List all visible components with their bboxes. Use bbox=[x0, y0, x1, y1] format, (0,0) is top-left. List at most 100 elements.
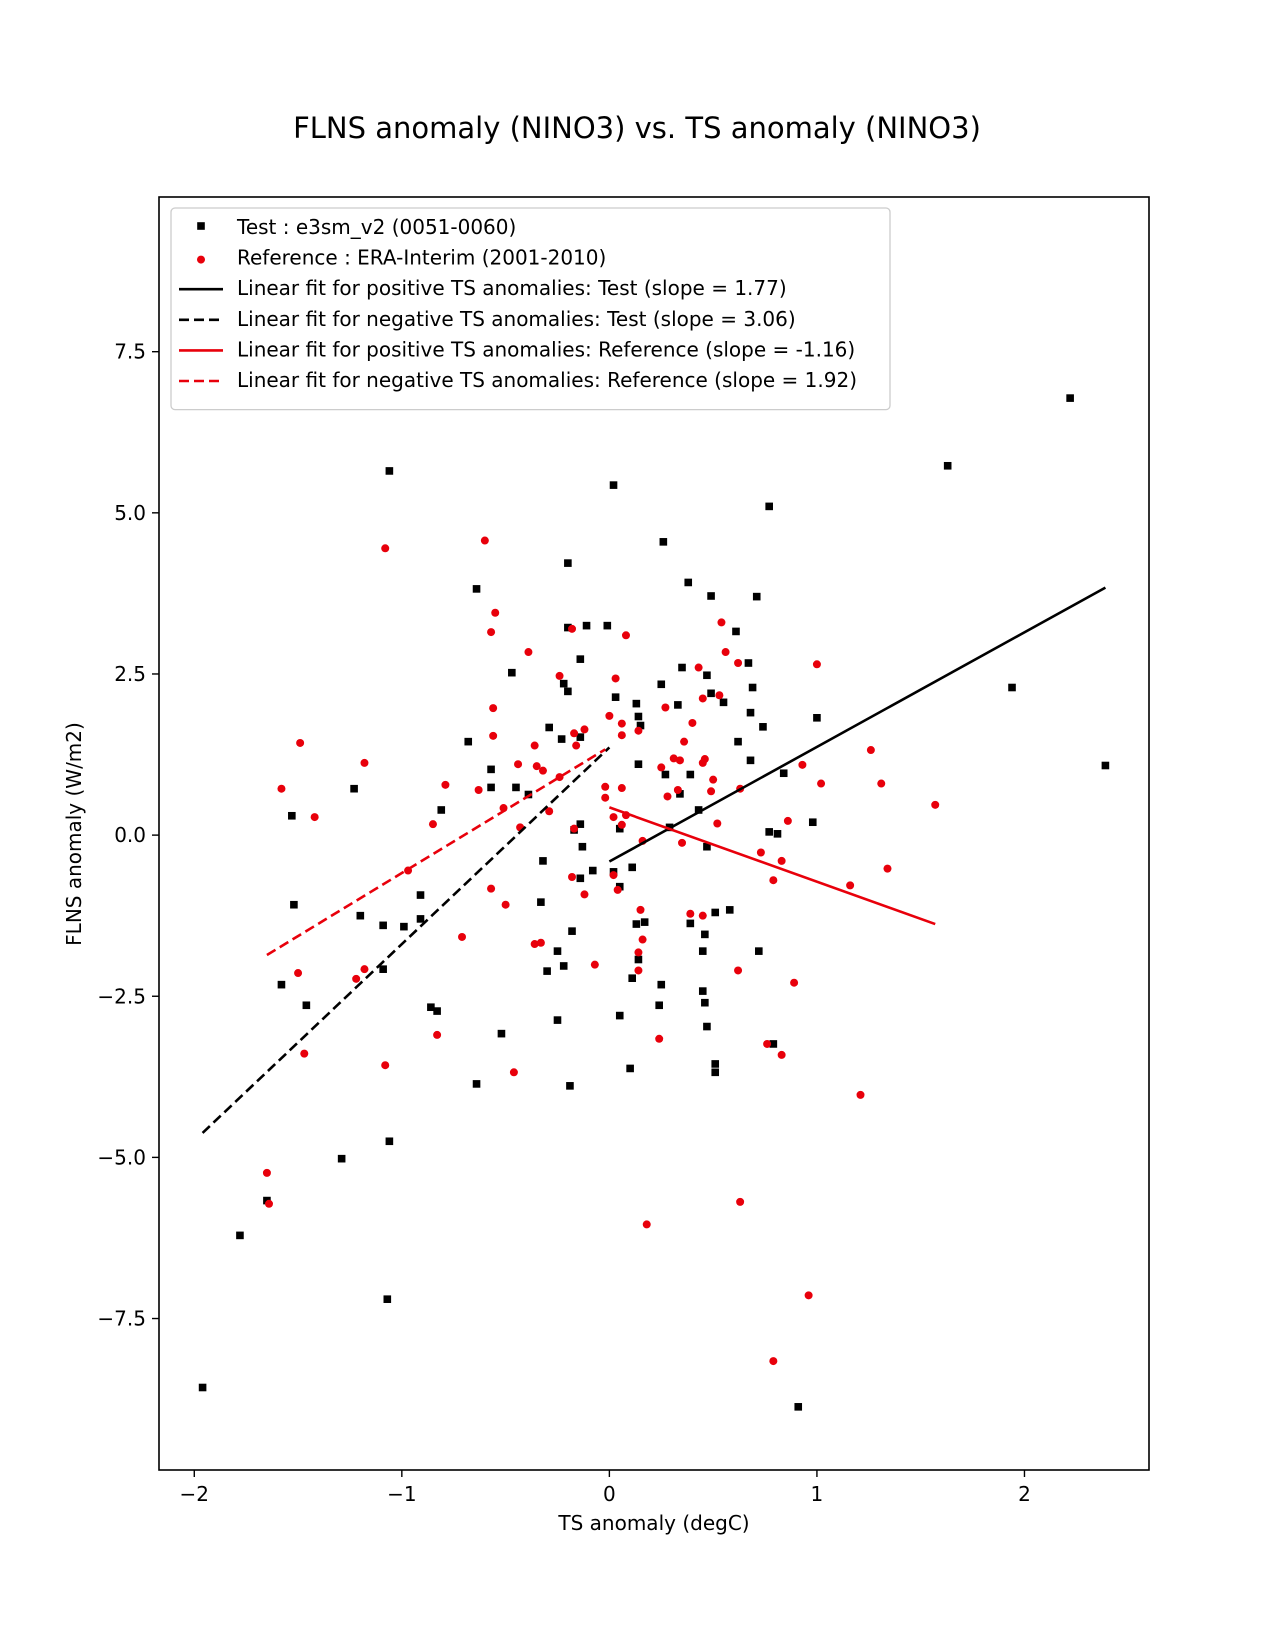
test-point bbox=[385, 467, 394, 475]
y-tick-label: −7.5 bbox=[97, 1307, 146, 1331]
test-point bbox=[703, 671, 711, 680]
reference-point bbox=[655, 1034, 664, 1043]
legend-label: Reference : ERA-Interim (2001-2010) bbox=[237, 246, 606, 270]
test-point bbox=[659, 538, 668, 546]
legend-label: Linear fit for positive TS anomalies: Re… bbox=[237, 337, 855, 361]
reference-point bbox=[536, 938, 545, 947]
reference-point bbox=[568, 624, 577, 633]
reference-point bbox=[669, 754, 678, 763]
y-axis-label: FLNS anomaly (W/m2) bbox=[62, 722, 86, 946]
reference-point bbox=[262, 1168, 271, 1177]
y-tick-label: 5.0 bbox=[114, 501, 146, 525]
reference-point bbox=[931, 800, 940, 809]
reference-point bbox=[680, 737, 689, 746]
test-point bbox=[703, 1022, 711, 1031]
reference-point bbox=[294, 969, 303, 978]
reference-point bbox=[555, 671, 564, 680]
test-point bbox=[719, 698, 728, 707]
test-point bbox=[779, 769, 788, 778]
test-point bbox=[657, 980, 666, 989]
x-axis-label: TS anomaly (degC) bbox=[557, 1511, 749, 1535]
reference-point bbox=[638, 935, 647, 944]
reference-point bbox=[509, 1068, 518, 1077]
legend-box bbox=[170, 207, 891, 411]
test-point bbox=[634, 955, 643, 964]
reference-point bbox=[352, 974, 361, 983]
y-tick-label: 7.5 bbox=[114, 340, 146, 364]
reference-point bbox=[700, 755, 709, 764]
test-point bbox=[433, 1007, 441, 1015]
x-tick-label: −1 bbox=[387, 1482, 416, 1506]
reference-point bbox=[866, 746, 875, 755]
reference-point bbox=[609, 871, 618, 880]
test-point bbox=[765, 502, 773, 511]
reference-point bbox=[686, 909, 695, 918]
test-point bbox=[578, 842, 587, 851]
test-point bbox=[524, 790, 533, 799]
test-point bbox=[576, 655, 585, 663]
test-point bbox=[1008, 683, 1016, 692]
test-point bbox=[808, 818, 817, 827]
reference-point bbox=[617, 719, 626, 728]
test-point bbox=[277, 980, 286, 989]
reference-point bbox=[570, 729, 579, 738]
legend-label: Linear fit for positive TS anomalies: Te… bbox=[237, 276, 787, 300]
test-point bbox=[288, 811, 296, 820]
test-point bbox=[564, 559, 572, 567]
chart-title: FLNS anomaly (NINO3) vs. TS anomaly (NIN… bbox=[293, 111, 981, 145]
reference-point bbox=[611, 674, 620, 683]
reference-point bbox=[441, 780, 450, 789]
test-point bbox=[746, 708, 755, 717]
reference-point bbox=[433, 1030, 442, 1039]
reference-point bbox=[487, 628, 496, 637]
reference-point bbox=[769, 876, 778, 885]
test-point bbox=[661, 770, 670, 779]
test-point bbox=[701, 930, 709, 939]
test-point bbox=[655, 1001, 663, 1010]
test-point bbox=[236, 1231, 244, 1240]
test-point bbox=[385, 1137, 394, 1146]
test-point bbox=[198, 1383, 207, 1392]
test-point bbox=[472, 585, 481, 593]
reference-point bbox=[634, 948, 643, 957]
test-point bbox=[356, 911, 365, 920]
reference-point bbox=[817, 779, 826, 788]
test-point bbox=[566, 1082, 574, 1090]
reference-point bbox=[707, 787, 716, 796]
test-point bbox=[543, 967, 551, 975]
test-point bbox=[576, 733, 585, 741]
reference-point bbox=[634, 966, 643, 975]
reference-point bbox=[530, 940, 539, 949]
test-point bbox=[487, 765, 495, 774]
test-point bbox=[813, 714, 821, 722]
test-point bbox=[557, 735, 566, 743]
reference-point bbox=[480, 536, 489, 545]
reference-point bbox=[381, 544, 390, 553]
reference-point bbox=[709, 775, 718, 784]
test-point bbox=[497, 1029, 506, 1038]
test-point bbox=[576, 820, 585, 828]
reference-point bbox=[605, 711, 614, 720]
test-point bbox=[676, 790, 684, 798]
reference-point bbox=[675, 756, 684, 765]
reference-point bbox=[798, 760, 807, 769]
reference-point bbox=[428, 820, 437, 829]
reference-point bbox=[545, 807, 554, 816]
test-point bbox=[636, 721, 645, 730]
reference-point bbox=[487, 884, 496, 893]
test-point bbox=[694, 806, 703, 814]
fit-line-positive-reference bbox=[608, 806, 936, 926]
test-point bbox=[545, 723, 553, 732]
reference-point bbox=[613, 885, 622, 894]
x-tick-label: 1 bbox=[811, 1482, 824, 1506]
reference-point bbox=[657, 763, 666, 772]
test-point bbox=[576, 874, 585, 883]
test-point bbox=[588, 866, 597, 875]
test-point bbox=[759, 723, 767, 731]
test-point bbox=[765, 828, 773, 836]
test-point bbox=[773, 830, 782, 838]
reference-point bbox=[580, 725, 589, 734]
test-point bbox=[657, 680, 666, 689]
reference-point bbox=[381, 1061, 390, 1070]
test-point bbox=[290, 900, 298, 909]
